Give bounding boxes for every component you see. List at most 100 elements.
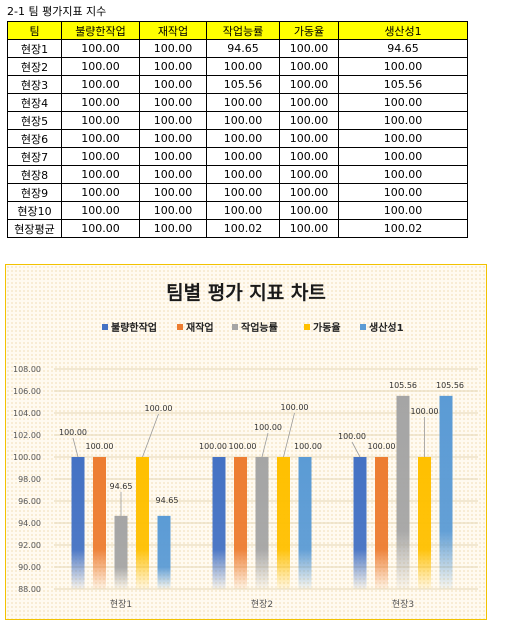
value-cell[interactable]: 100.00 — [139, 111, 207, 130]
value-cell[interactable]: 100.00 — [139, 39, 207, 58]
value-cell[interactable]: 100.00 — [206, 129, 280, 148]
data-label: 94.65 — [156, 496, 179, 505]
chart-bar — [277, 457, 290, 589]
value-cell[interactable]: 100.00 — [139, 201, 207, 220]
table-row: 현장9 100.00 100.00 100.00 100.00 100.00 — [7, 183, 468, 202]
value-cell[interactable]: 100.00 — [139, 219, 207, 238]
header-uptime[interactable]: 가동율 — [279, 21, 339, 40]
value-cell[interactable]: 100.00 — [279, 75, 339, 94]
header-team[interactable]: 팀 — [7, 21, 62, 40]
header-efficiency[interactable]: 작업능률 — [206, 21, 280, 40]
value-cell[interactable]: 100.00 — [338, 93, 468, 112]
value-cell[interactable]: 100.00 — [279, 39, 339, 58]
value-cell[interactable]: 100.00 — [338, 57, 468, 76]
header-defect-work[interactable]: 불량한작업 — [61, 21, 140, 40]
value-cell[interactable]: 100.00 — [206, 165, 280, 184]
value-cell[interactable]: 100.02 — [206, 219, 280, 238]
team-cell[interactable]: 현장평균 — [7, 219, 62, 238]
team-cell[interactable]: 현장6 — [7, 129, 62, 148]
y-tick-label: 108.00 — [13, 365, 41, 374]
value-cell[interactable]: 100.00 — [279, 219, 339, 238]
legend-swatch — [102, 324, 108, 330]
team-cell[interactable]: 현장7 — [7, 147, 62, 166]
chart-bar — [418, 457, 431, 589]
value-cell[interactable]: 100.00 — [139, 183, 207, 202]
value-cell[interactable]: 100.00 — [206, 183, 280, 202]
value-cell[interactable]: 100.00 — [61, 111, 140, 130]
value-cell[interactable]: 100.00 — [139, 129, 207, 148]
value-cell[interactable]: 100.00 — [206, 111, 280, 130]
legend-swatch — [177, 324, 183, 330]
chart-bar — [71, 457, 85, 589]
x-category-label: 현장2 — [251, 599, 273, 610]
chart-bar — [114, 515, 128, 589]
chart-title: 팀별 평가 지표 차트 — [166, 282, 326, 304]
table-row: 현장4 100.00 100.00 100.00 100.00 100.00 — [7, 93, 468, 112]
legend-label: 재작업 — [186, 321, 214, 334]
value-cell[interactable]: 100.00 — [61, 75, 140, 94]
value-cell[interactable]: 100.00 — [61, 57, 140, 76]
label-leader-line — [283, 412, 295, 458]
value-cell[interactable]: 105.56 — [338, 75, 468, 94]
value-cell[interactable]: 100.00 — [139, 93, 207, 112]
value-cell[interactable]: 100.00 — [279, 57, 339, 76]
header-productivity[interactable]: 생산성1 — [338, 21, 468, 40]
data-label: 94.65 — [110, 482, 133, 491]
value-cell[interactable]: 100.00 — [279, 165, 339, 184]
data-label: 100.00 — [281, 403, 309, 412]
value-cell[interactable]: 100.00 — [61, 201, 140, 220]
value-cell[interactable]: 100.00 — [206, 147, 280, 166]
value-cell[interactable]: 100.00 — [61, 165, 140, 184]
y-tick-label: 88.00 — [18, 585, 41, 594]
value-cell[interactable]: 105.56 — [206, 75, 280, 94]
value-cell[interactable]: 100.00 — [139, 147, 207, 166]
x-category-label: 현장1 — [110, 599, 132, 610]
value-cell[interactable]: 100.00 — [61, 219, 140, 238]
chart-area[interactable]: 팀별 평가 지표 차트 불량한작업 재작업 작업능률 가동율 생산성1 88.00 90.00… — [5, 264, 487, 620]
team-cell[interactable]: 현장2 — [7, 57, 62, 76]
data-label: 105.56 — [436, 381, 464, 390]
value-cell[interactable]: 100.00 — [338, 165, 468, 184]
value-cell[interactable]: 100.00 — [338, 147, 468, 166]
value-cell[interactable]: 94.65 — [206, 39, 280, 58]
value-cell[interactable]: 100.00 — [61, 129, 140, 148]
value-cell[interactable]: 100.00 — [206, 201, 280, 220]
value-cell[interactable]: 100.02 — [338, 219, 468, 238]
value-cell[interactable]: 100.00 — [338, 201, 468, 220]
value-cell[interactable]: 100.00 — [61, 183, 140, 202]
value-cell[interactable]: 100.00 — [279, 147, 339, 166]
value-cell[interactable]: 100.00 — [139, 57, 207, 76]
value-cell[interactable]: 100.00 — [279, 183, 339, 202]
team-cell[interactable]: 현장10 — [7, 201, 62, 220]
team-cell[interactable]: 현장9 — [7, 183, 62, 202]
value-cell[interactable]: 100.00 — [279, 129, 339, 148]
value-cell[interactable]: 100.00 — [338, 111, 468, 130]
value-cell[interactable]: 100.00 — [139, 165, 207, 184]
value-cell[interactable]: 100.00 — [279, 111, 339, 130]
team-cell[interactable]: 현장4 — [7, 93, 62, 112]
y-tick-label: 96.00 — [18, 497, 41, 506]
team-cell[interactable]: 현장1 — [7, 39, 62, 58]
chart-bar — [353, 457, 367, 589]
table-header-row: 팀 불량한작업 재작업 작업능률 가동율 생산성1 — [7, 21, 468, 40]
value-cell[interactable]: 100.00 — [139, 75, 207, 94]
value-cell[interactable]: 100.00 — [338, 129, 468, 148]
legend-swatch — [304, 324, 310, 330]
team-cell[interactable]: 현장8 — [7, 165, 62, 184]
value-cell[interactable]: 100.00 — [61, 147, 140, 166]
value-cell[interactable]: 100.00 — [338, 183, 468, 202]
value-cell[interactable]: 100.00 — [206, 57, 280, 76]
y-tick-label: 92.00 — [18, 541, 41, 550]
header-rework[interactable]: 재작업 — [139, 21, 207, 40]
team-cell[interactable]: 현장3 — [7, 75, 62, 94]
label-leader-line — [261, 432, 269, 458]
value-cell[interactable]: 100.00 — [61, 93, 140, 112]
team-cell[interactable]: 현장5 — [7, 111, 62, 130]
value-cell[interactable]: 100.00 — [279, 201, 339, 220]
value-cell[interactable]: 100.00 — [61, 39, 140, 58]
chart-bar — [298, 457, 312, 589]
legend-label: 불량한작업 — [111, 321, 157, 334]
value-cell[interactable]: 100.00 — [206, 93, 280, 112]
value-cell[interactable]: 94.65 — [338, 39, 468, 58]
value-cell[interactable]: 100.00 — [279, 93, 339, 112]
